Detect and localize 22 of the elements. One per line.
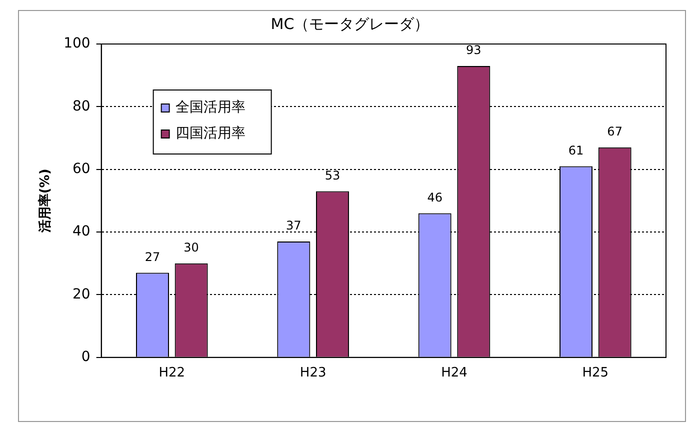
y-tick-label: 60 — [72, 161, 90, 177]
data-label: 53 — [324, 168, 340, 182]
y-tick-label: 0 — [81, 349, 90, 366]
data-label: 61 — [568, 143, 584, 158]
x-tick-label: H22 — [158, 366, 186, 381]
y-axis-title: 活用率(%) — [37, 168, 54, 234]
x-tick-label: H23 — [300, 366, 326, 381]
legend-label: 全国活用率 — [175, 100, 246, 116]
y-tick-label: 100 — [64, 36, 90, 52]
legend-label: 四国活用率 — [175, 126, 246, 142]
y-tick-label: 40 — [72, 224, 90, 240]
chart-title: MC（モータグレーダ） — [270, 14, 430, 33]
data-label: 37 — [286, 218, 302, 233]
data-label: 46 — [427, 190, 442, 204]
y-tick-label: 20 — [72, 286, 90, 302]
data-label: 67 — [607, 124, 622, 139]
data-label: 30 — [184, 240, 199, 255]
data-label: 27 — [144, 250, 160, 264]
data-label: 93 — [466, 43, 482, 58]
x-tick-label: H24 — [441, 366, 468, 381]
x-tick-label: H25 — [582, 366, 609, 381]
y-tick-label: 80 — [72, 98, 90, 114]
